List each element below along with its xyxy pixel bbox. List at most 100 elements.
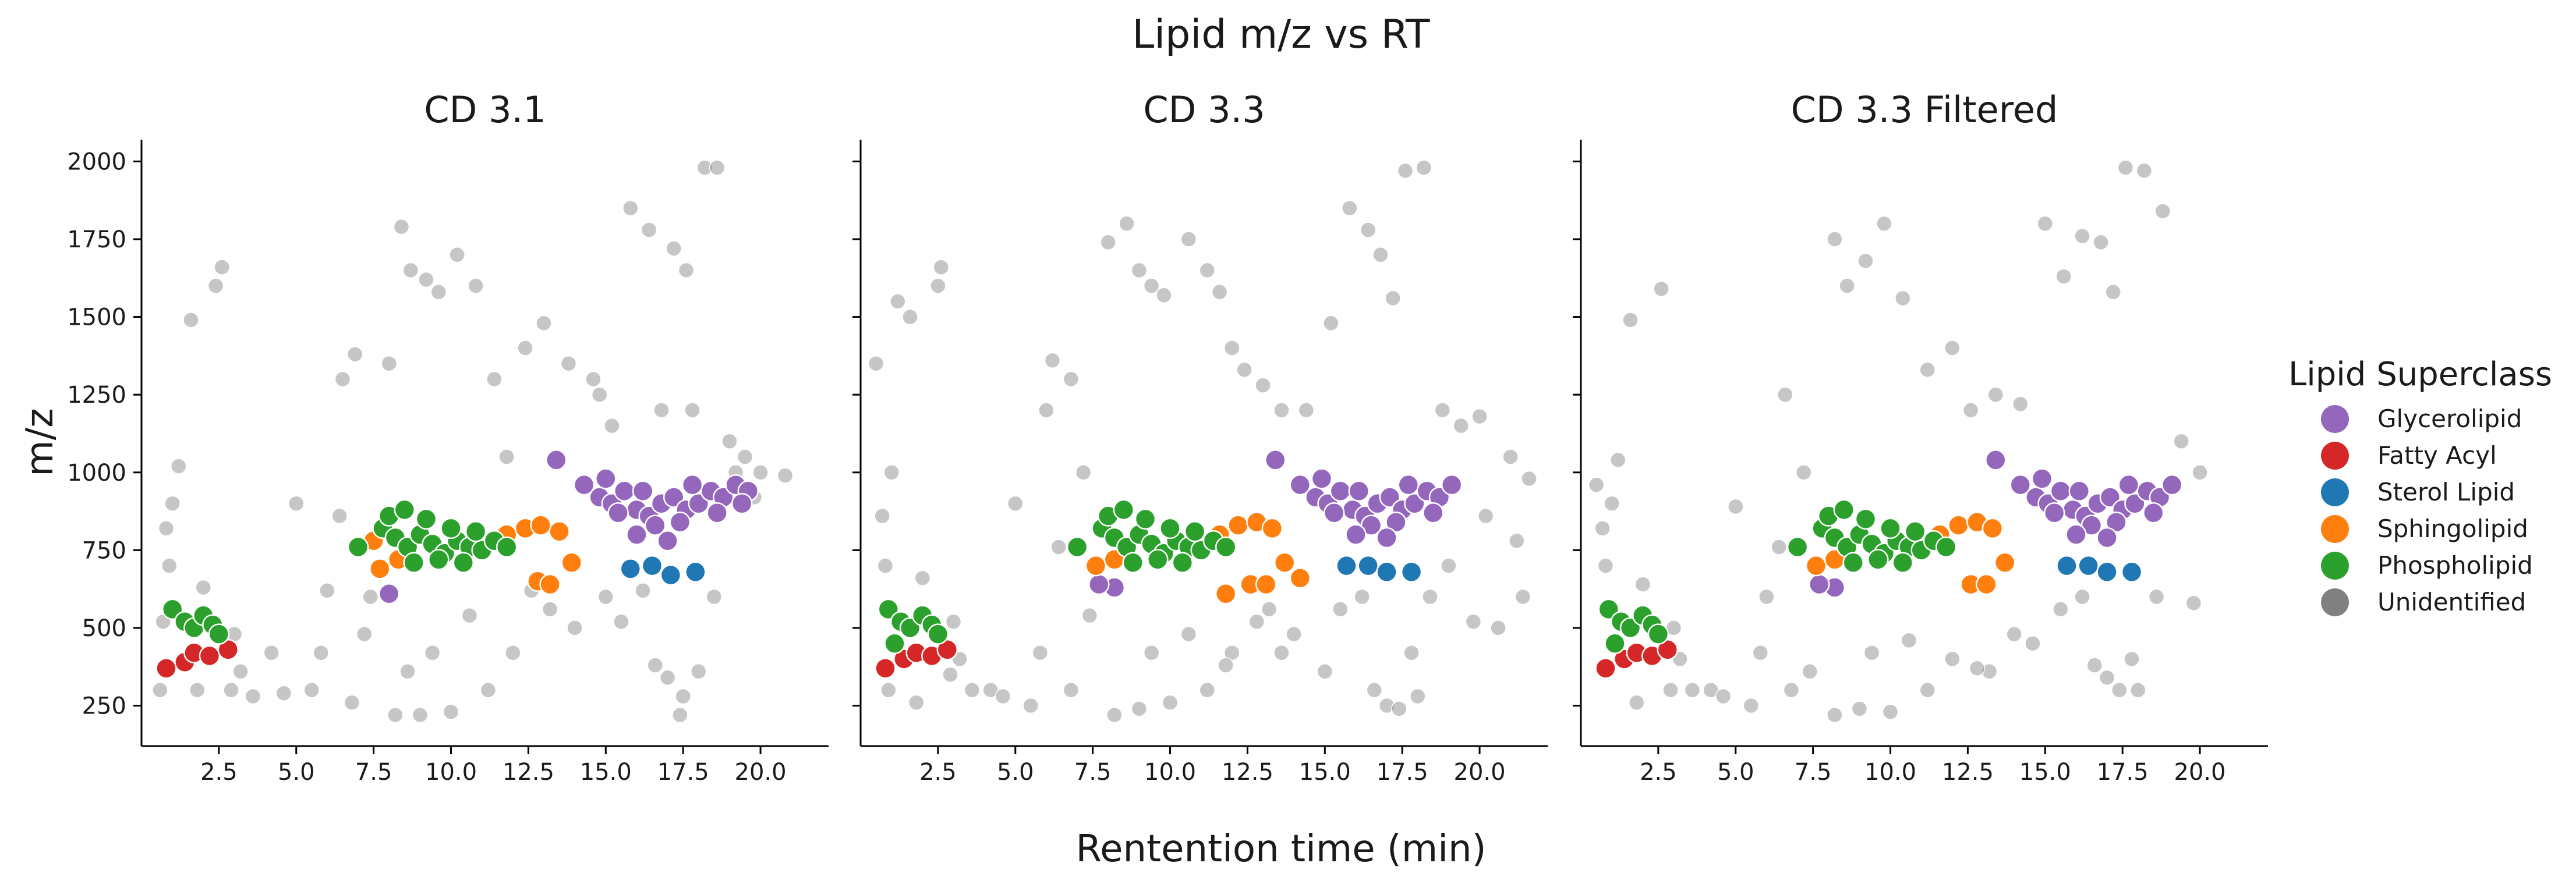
series-fatty-acyl [875,639,958,679]
data-point-unidentified [1795,464,1812,481]
data-point-phospholipid [1184,521,1206,542]
data-point-unidentified [647,657,664,673]
data-point-unidentified [902,308,918,325]
series-glycerolipid [1809,449,2183,598]
x-tick-label: 15.0 [2019,759,2071,786]
data-point-unidentified [288,495,305,512]
x-tick-label: 10.0 [1864,759,1916,786]
data-point-unidentified [1397,162,1414,179]
data-point-unidentified [1248,613,1265,630]
data-point-glycerolipid [1348,480,1370,502]
data-point-sphingolipid [1976,573,1997,595]
data-point-unidentified [2012,396,2029,412]
legend-label: Fatty Acyl [2377,441,2497,470]
data-point-unidentified [1662,682,1679,698]
data-point-glycerolipid [1385,512,1407,533]
data-point-unidentified [883,464,900,481]
data-point-unidentified [653,402,670,418]
data-point-unidentified [1490,620,1506,636]
series-unidentified [868,159,1537,723]
data-point-unidentified [641,222,657,238]
data-point-unidentified [709,159,726,176]
data-point-unidentified [597,588,614,605]
data-point-unidentified [2074,588,2090,605]
data-point-unidentified [536,315,552,332]
data-point-unidentified [1969,660,1986,677]
data-point-unidentified [1261,601,1278,617]
legend-item-sphingolipid: Sphingolipid [2321,514,2528,543]
data-point-unidentified [1022,697,1039,714]
data-point-glycerolipid [378,583,400,605]
data-point-unidentified [418,271,434,288]
data-point-phospholipid [208,623,230,645]
data-point-unidentified [1515,588,1531,605]
data-point-unidentified [1323,315,1339,332]
legend-item-phospholipid: Phospholipid [2321,551,2533,580]
data-point-unidentified [622,200,639,216]
data-point-glycerolipid [2031,468,2053,489]
data-point-unidentified [1863,644,1880,661]
data-point-unidentified [1962,402,1979,418]
x-axis-label: Rentention time (min) [1075,828,1486,871]
y-axis-label: m/z [19,408,62,477]
data-point-unidentified [567,620,583,636]
data-point-unidentified [591,386,608,403]
data-point-sphingolipid [1948,514,1969,536]
data-point-glycerolipid [657,530,678,552]
data-point-unidentified [189,682,206,698]
data-point-unidentified [1131,701,1148,717]
data-point-sphingolipid [1805,555,1827,577]
data-point-unidentified [2105,284,2121,300]
data-point-unidentified [1007,495,1024,512]
data-point-phospholipid [1842,552,1864,573]
data-point-glycerolipid [2080,514,2103,536]
legend-label: Phospholipid [2377,551,2533,580]
legend-item-glycerolipid: Glycerolipid [2321,404,2522,433]
data-point-unidentified [1422,588,1438,605]
data-point-unidentified [1199,682,1216,698]
series-sphingolipid [1085,512,1311,605]
data-point-phospholipid [1134,508,1156,530]
data-point-glycerolipid [2050,480,2072,502]
data-point-unidentified [1901,632,1917,649]
data-point-unidentified [319,583,335,599]
data-point-unidentified [2074,228,2090,244]
data-point-glycerolipid [1376,527,1397,549]
data-point-unidentified [2037,215,2054,232]
data-point-sterol-lipid [2056,555,2078,577]
data-point-sterol-lipid [641,555,663,577]
data-point-unidentified [678,262,695,279]
data-point-glycerolipid [706,502,728,524]
data-point-unidentified [1211,284,1228,300]
series-phospholipid [1598,499,1957,654]
data-point-unidentified [1851,701,1868,717]
data-point-unidentified [684,402,700,418]
data-point-unidentified [1471,408,1488,425]
data-point-unidentified [1944,340,1961,356]
data-point-glycerolipid [1441,474,1463,496]
y-tick-label: 2000 [67,148,126,175]
data-point-glycerolipid [1360,514,1382,536]
data-point-unidentified [505,644,521,661]
data-point-unidentified [214,259,230,275]
data-point-unidentified [964,682,981,698]
data-point-phospholipid [1935,536,1957,558]
x-tick-label: 2.5 [919,759,957,786]
data-point-glycerolipid [2043,502,2065,524]
y-tick-label: 250 [82,693,126,720]
data-point-unidentified [468,278,484,294]
data-point-unidentified [1403,644,1420,661]
data-point-unidentified [604,417,620,434]
x-tick-label: 5.0 [278,759,315,786]
data-point-unidentified [2086,657,2103,673]
data-point-unidentified [880,682,897,698]
data-point-unidentified [195,579,212,596]
data-point-phospholipid [1215,536,1237,558]
data-point-unidentified [1684,682,1701,698]
data-point-unidentified [1032,644,1049,661]
panel-title: CD 3.1 [424,88,546,131]
data-point-glycerolipid [546,449,567,471]
data-point-unidentified [1360,222,1377,238]
